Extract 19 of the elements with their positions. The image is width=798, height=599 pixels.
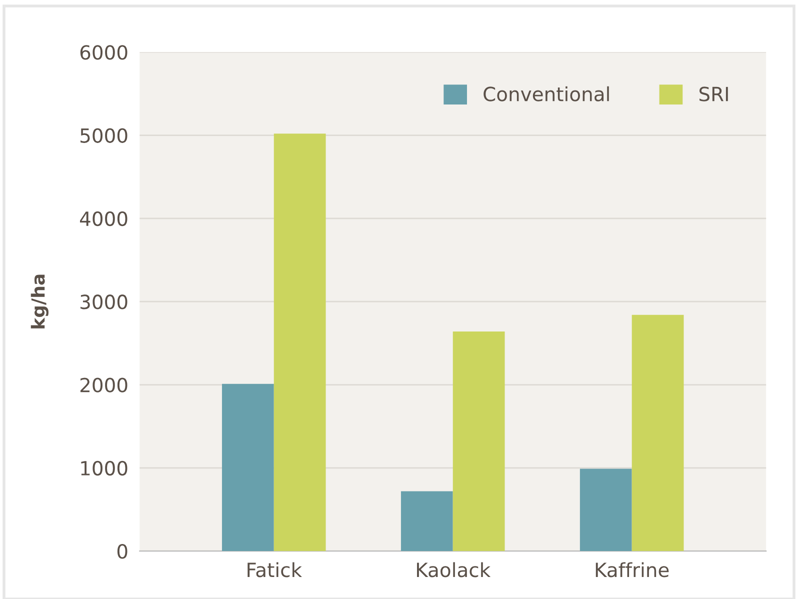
x-tick-label: Kaolack [417, 562, 491, 578]
bar [274, 134, 326, 552]
bar [400, 491, 453, 552]
bar [222, 384, 274, 552]
legend-label: SRI [699, 86, 728, 102]
y-tick-label: 0 [117, 544, 128, 559]
y-tick-label: 5000 [80, 128, 128, 143]
bar [632, 314, 684, 552]
y-tick-label: 1000 [81, 460, 128, 476]
bar [580, 468, 632, 552]
y-tick-label: 4000 [80, 211, 128, 226]
x-tick-label: Kaffrine [596, 562, 669, 578]
y-tick-label: 6000 [80, 45, 128, 60]
x-tick-label: Fatick [248, 562, 302, 578]
bar [452, 332, 505, 552]
legend-label: Conventional [484, 86, 609, 102]
y-axis-title: kg/ha [30, 274, 48, 328]
y-tick-label: 3000 [80, 294, 128, 310]
y-tick-label: 2000 [80, 378, 128, 392]
